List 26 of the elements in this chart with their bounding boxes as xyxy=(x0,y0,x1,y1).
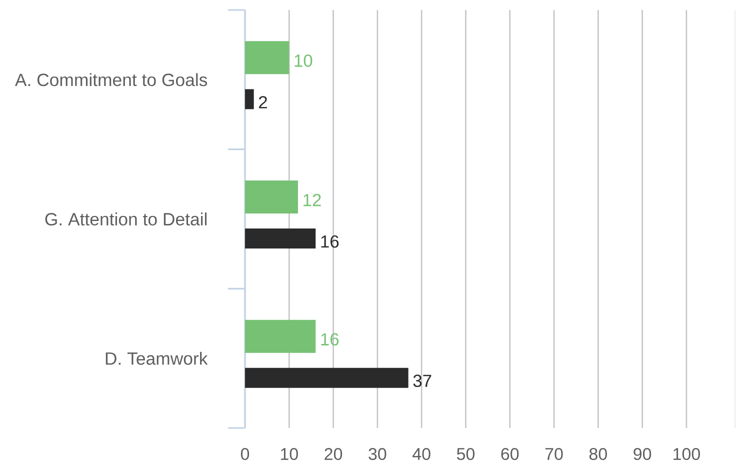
x-tick-label: 0 xyxy=(240,448,250,460)
x-tick-label: 90 xyxy=(634,448,652,460)
y-tick-label: D. Teamwork xyxy=(106,352,208,365)
data-label: 2 xyxy=(258,96,267,108)
x-tick-label: 70 xyxy=(545,448,563,460)
bar xyxy=(245,41,290,74)
data-label: 16 xyxy=(321,235,339,248)
bar xyxy=(245,320,316,353)
x-tick-label: 20 xyxy=(324,448,342,460)
x-tick-label: 100 xyxy=(674,448,700,460)
data-label: 37 xyxy=(413,374,432,388)
x-tick-label: 50 xyxy=(456,448,475,460)
bar xyxy=(245,89,254,110)
data-label: 10 xyxy=(294,54,312,67)
x-tick-label: 60 xyxy=(501,448,519,460)
x-tick-label: 30 xyxy=(368,448,386,460)
x-tick-label: 80 xyxy=(589,448,607,460)
x-tick-label: 40 xyxy=(412,448,430,460)
data-label: 16 xyxy=(321,333,339,346)
y-tick-label: A. Commitment to Goals xyxy=(14,73,208,86)
x-tick-label: 10 xyxy=(280,448,298,460)
y-tick-label: G. Attention to Detail xyxy=(45,212,207,226)
bar xyxy=(245,368,408,388)
data-label: 12 xyxy=(304,194,321,206)
bar xyxy=(245,228,316,249)
bar xyxy=(245,180,298,214)
